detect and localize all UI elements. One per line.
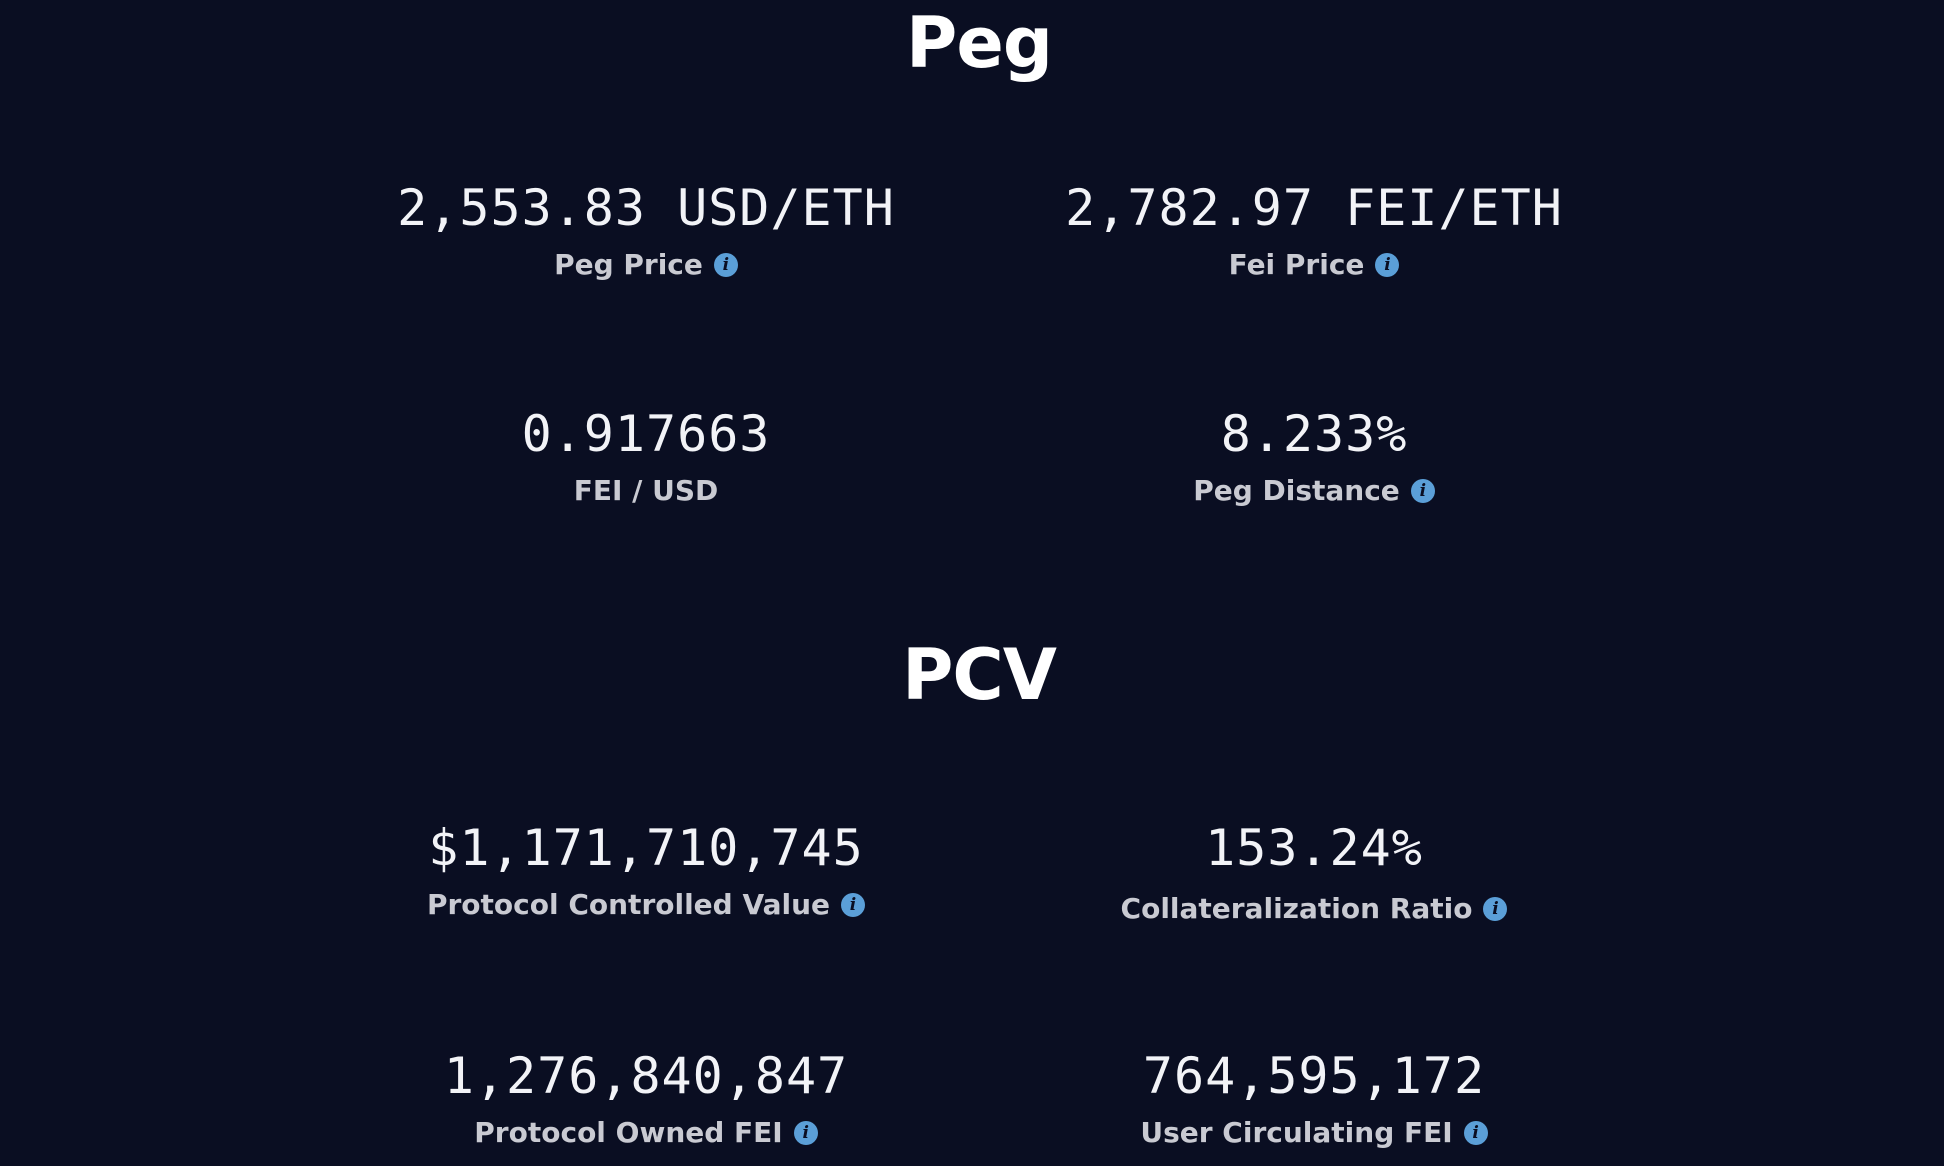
collateralization-ratio-stat: 153.24% Collateralization Ratio i	[964, 823, 1664, 923]
protocol-owned-fei-stat: 1,276,840,847 Protocol Owned FEI i	[296, 1051, 996, 1147]
protocol-owned-fei-label-row: Protocol Owned FEI i	[474, 1116, 818, 1149]
peg-distance-label-row: Peg Distance i	[1193, 477, 1435, 505]
fei-price-label-row: Fei Price i	[1229, 251, 1400, 279]
peg-price-label: Peg Price	[554, 248, 703, 281]
peg-distance-stat: 8.233% Peg Distance i	[964, 409, 1664, 505]
fei-usd-label: FEI / USD	[573, 474, 719, 507]
protocol-controlled-value-stat: $1,171,710,745 Protocol Controlled Value…	[296, 823, 996, 919]
protocol-owned-fei-value: 1,276,840,847	[443, 1047, 849, 1105]
fei-usd-value: 0.917663	[521, 405, 771, 463]
user-circulating-fei-label: User Circulating FEI	[1140, 1116, 1453, 1149]
fei-usd-stat: 0.917663 FEI / USD	[296, 409, 996, 505]
info-icon[interactable]: i	[1375, 253, 1400, 277]
info-icon[interactable]: i	[1483, 897, 1508, 921]
fei-price-label: Fei Price	[1228, 248, 1365, 281]
user-circulating-fei-value: 764,595,172	[1142, 1047, 1486, 1105]
peg-distance-value: 8.233%	[1220, 405, 1408, 463]
peg-price-label-row: Peg Price i	[554, 251, 738, 279]
fei-price-value: 2,782.97 FEI/ETH	[1065, 179, 1563, 237]
pcv-section-title: PCV	[902, 634, 1057, 716]
peg-section-title: Peg	[906, 2, 1053, 84]
info-icon[interactable]: i	[1410, 479, 1435, 503]
user-circulating-fei-stat: 764,595,172 User Circulating FEI i	[964, 1051, 1664, 1147]
peg-price-stat: 2,553.83 USD/ETH Peg Price i	[296, 183, 996, 279]
protocol-controlled-value-label-row: Protocol Controlled Value i	[426, 888, 866, 921]
fei-price-stat: 2,782.97 FEI/ETH Fei Price i	[964, 183, 1664, 279]
collateralization-ratio-value: 153.24%	[1205, 819, 1423, 877]
info-icon[interactable]: i	[713, 253, 738, 277]
collateralization-ratio-label: Collateralization Ratio	[1120, 892, 1473, 925]
protocol-owned-fei-label: Protocol Owned FEI	[474, 1116, 783, 1149]
protocol-controlled-value-label: Protocol Controlled Value	[426, 888, 831, 921]
info-icon[interactable]: i	[841, 893, 866, 917]
info-icon[interactable]: i	[793, 1121, 818, 1145]
user-circulating-fei-label-row: User Circulating FEI i	[1140, 1116, 1488, 1149]
peg-distance-label: Peg Distance	[1193, 474, 1400, 507]
collateralization-ratio-label-row: Collateralization Ratio i	[1121, 895, 1508, 923]
fei-usd-label-row: FEI / USD	[574, 477, 719, 505]
info-icon[interactable]: i	[1463, 1121, 1488, 1145]
peg-price-value: 2,553.83 USD/ETH	[397, 179, 895, 237]
protocol-controlled-value-value: $1,171,710,745	[428, 819, 864, 877]
